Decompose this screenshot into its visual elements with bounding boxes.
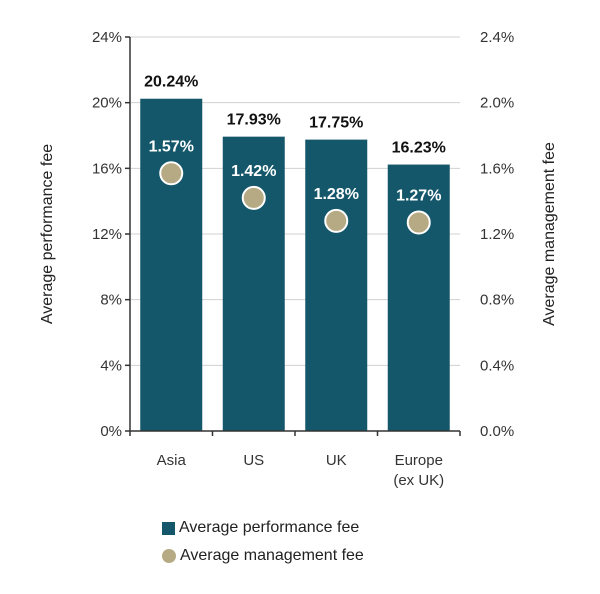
legend-item-management: Average management fee [162, 542, 364, 570]
left-tick-label: 12% [92, 226, 122, 243]
category-label: UK [326, 452, 347, 469]
right-axis-title: Average management fee [541, 142, 558, 326]
category-labels: Asia US UK Europe (ex UK) [157, 452, 445, 489]
bar [305, 139, 368, 431]
management-fee-marker [406, 210, 431, 235]
right-tick-label: 1.2% [480, 226, 514, 243]
left-tick-label: 20% [92, 95, 122, 112]
legend-label-performance: Average performance fee [179, 519, 360, 536]
bar-value-label: 16.23% [392, 140, 446, 157]
bar-value-label: 17.93% [227, 112, 281, 129]
legend-item-performance: Average performance fee [162, 514, 364, 542]
category-label: US [243, 452, 264, 469]
right-tick-label: 0.4% [480, 357, 514, 374]
bar-value-label: 20.24% [144, 74, 198, 91]
legend-bar-swatch [162, 521, 175, 535]
management-fee-label: 1.28% [314, 186, 359, 203]
left-tick-label: 8% [100, 292, 122, 309]
management-fee-marker [159, 161, 184, 186]
management-fee-markers [159, 161, 431, 235]
right-tick-label: 0.8% [480, 292, 514, 309]
management-fee-label: 1.57% [149, 138, 194, 155]
right-tick-label: 1.6% [480, 160, 514, 177]
left-tick-label: 24% [92, 29, 122, 46]
axes [125, 36, 461, 436]
bar [140, 98, 203, 431]
category-label: Europe [395, 452, 443, 469]
management-fee-marker [324, 208, 349, 233]
left-axis-title: Average performance fee [39, 144, 56, 324]
right-tick-label: 2.4% [480, 29, 514, 46]
category-label: Asia [157, 452, 187, 469]
bar [222, 136, 285, 431]
right-axis-ticks: 0.0% 0.4% 0.8% 1.2% 1.6% 2.0% 2.4% [480, 29, 514, 440]
left-axis-ticks: 0% 4% 8% 12% 16% 20% 24% [92, 29, 122, 440]
legend: Average performance fee Average manageme… [162, 514, 364, 570]
left-tick-label: 16% [92, 160, 122, 177]
bar-value-labels: 20.24% 17.93% 17.75% 16.23% [144, 74, 446, 157]
left-tick-label: 4% [100, 357, 122, 374]
category-label: (ex UK) [393, 472, 444, 489]
bars [140, 98, 450, 431]
legend-dot-swatch [162, 549, 176, 563]
bar-value-label: 17.75% [309, 115, 363, 132]
legend-label-management: Average management fee [180, 547, 364, 564]
management-fee-marker [241, 185, 266, 210]
management-fee-label: 1.42% [231, 163, 276, 180]
management-fee-value-labels: 1.57% 1.42% 1.28% 1.27% [149, 138, 442, 204]
management-fee-label: 1.27% [396, 188, 441, 205]
right-tick-label: 2.0% [480, 95, 514, 112]
right-tick-label: 0.0% [480, 423, 514, 440]
bar [387, 164, 450, 431]
left-tick-label: 0% [100, 423, 122, 440]
